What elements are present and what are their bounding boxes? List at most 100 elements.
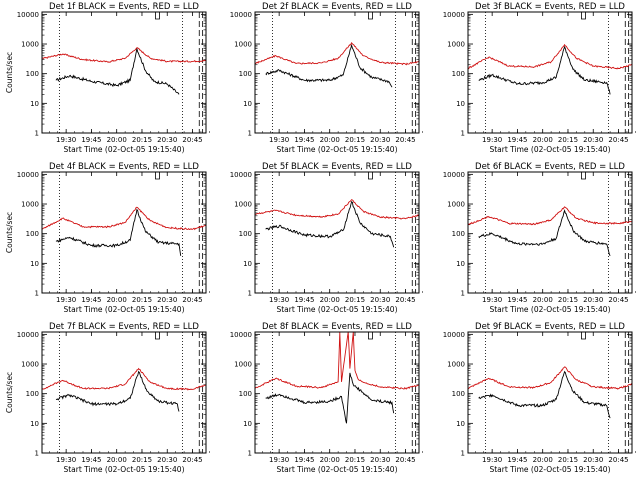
chart-panel: Det 2f BLACK = Events, RED = LLD Start Ti… — [230, 2, 423, 154]
y-tick-label: 100 — [239, 70, 252, 78]
chart-panel: Det 3f BLACK = Events, RED = LLD Start Ti… — [443, 2, 636, 154]
y-tick-label: 1 — [35, 450, 39, 458]
y-tick-label: 100 — [26, 70, 39, 78]
events-series-line — [478, 209, 611, 256]
x-tick-label: 20:30 — [583, 136, 603, 144]
chart-title: Det 4f BLACK = Events, RED = LLD — [49, 162, 199, 172]
y-tick-label: 1 — [461, 290, 465, 298]
x-tick-label: 20:30 — [157, 136, 177, 144]
y-tick-label: 1000 — [234, 361, 252, 369]
events-series-line — [265, 200, 395, 248]
y-tick-label: 10 — [243, 260, 252, 268]
y-tick-label: 10 — [30, 260, 39, 268]
lld-series-line — [255, 41, 420, 66]
x-tick-label: 20:00 — [533, 456, 553, 464]
x-tick-label: 20:00 — [320, 456, 340, 464]
y-tick-label: 100 — [26, 230, 39, 238]
x-tick-label: 20:00 — [107, 136, 127, 144]
x-tick-label: 20:30 — [583, 296, 603, 304]
chart-title: Det 8f BLACK = Events, RED = LLD — [262, 322, 412, 332]
y-tick-label: 100 — [239, 390, 252, 398]
chart-title: Det 7f BLACK = Events, RED = LLD — [49, 322, 199, 332]
x-tick-label: 19:45 — [507, 296, 527, 304]
x-axis-label: Start Time (02-Oct-05 19:15:40) — [489, 305, 610, 314]
y-tick-label: 10000 — [443, 331, 465, 339]
x-tick-label: 19:45 — [507, 456, 527, 464]
plot-frame — [254, 11, 420, 134]
events-series-line — [55, 48, 180, 95]
x-tick-label: 20:15 — [345, 456, 365, 464]
y-axis-label: Counts/sec — [5, 52, 14, 93]
x-axis-label: Start Time (02-Oct-05 19:15:40) — [276, 465, 397, 474]
y-tick-label: 100 — [452, 230, 465, 238]
plot-frame — [467, 171, 633, 294]
plot-frame — [254, 171, 420, 294]
chart-panel: Det 4f BLACK = Events, RED = LLD Counts/s… — [5, 162, 210, 314]
x-tick-label: 20:00 — [533, 296, 553, 304]
y-tick-label: 1 — [461, 130, 465, 138]
x-tick-label: 19:30 — [56, 296, 76, 304]
x-tick-label: 19:45 — [294, 136, 314, 144]
chart-panel: Det 5f BLACK = Events, RED = LLD Start Ti… — [230, 162, 423, 314]
chart-title: Det 2f BLACK = Events, RED = LLD — [262, 2, 412, 12]
x-tick-label: 20:15 — [132, 296, 152, 304]
x-tick-label: 20:45 — [608, 136, 628, 144]
events-series-line — [265, 372, 395, 424]
y-tick-label: 10000 — [17, 331, 39, 339]
lld-series-line — [254, 199, 420, 220]
x-tick-label: 20:45 — [182, 296, 202, 304]
chart-panel: Det 8f BLACK = Events, RED = LLD Start Ti… — [230, 322, 423, 474]
chart-title: Det 9f BLACK = Events, RED = LLD — [475, 322, 625, 332]
x-tick-label: 20:30 — [583, 456, 603, 464]
x-tick-label: 20:00 — [320, 296, 340, 304]
lld-series-line — [41, 206, 206, 231]
x-tick-label: 19:30 — [56, 456, 76, 464]
y-tick-label: 1 — [248, 290, 252, 298]
x-tick-label: 20:45 — [395, 456, 415, 464]
y-axis-label: Counts/sec — [5, 372, 14, 413]
x-tick-label: 20:45 — [395, 296, 415, 304]
y-tick-label: 1 — [35, 130, 39, 138]
y-tick-label: 1 — [461, 450, 465, 458]
chart-panel: Det 7f BLACK = Events, RED = LLD Counts/s… — [5, 322, 210, 474]
x-tick-label: 20:45 — [608, 296, 628, 304]
x-tick-label: 20:00 — [320, 136, 340, 144]
x-tick-label: 20:15 — [558, 296, 578, 304]
x-tick-label: 20:15 — [558, 456, 578, 464]
x-tick-label: 20:30 — [370, 136, 390, 144]
x-tick-label: 19:30 — [269, 136, 289, 144]
y-tick-label: 10 — [30, 100, 39, 108]
x-tick-label: 20:30 — [370, 456, 390, 464]
x-tick-label: 19:30 — [56, 136, 76, 144]
y-tick-label: 1000 — [234, 41, 252, 49]
plot-frame — [41, 331, 207, 454]
events-series-line — [55, 208, 182, 256]
y-tick-label: 1000 — [447, 361, 465, 369]
x-tick-label: 19:30 — [482, 296, 502, 304]
plot-frame — [254, 331, 420, 454]
x-tick-label: 20:15 — [132, 456, 152, 464]
x-axis-label: Start Time (02-Oct-05 19:15:40) — [63, 465, 184, 474]
y-tick-label: 10000 — [17, 11, 39, 19]
x-axis-label: Start Time (02-Oct-05 19:15:40) — [276, 145, 397, 154]
events-series-line — [478, 370, 611, 419]
x-tick-label: 19:45 — [294, 296, 314, 304]
bracket-marker — [368, 172, 373, 180]
events-series-line — [265, 43, 393, 88]
lld-series-line — [467, 206, 633, 226]
y-tick-label: 1000 — [447, 201, 465, 209]
bracket-marker — [368, 332, 373, 340]
y-tick-label: 10000 — [17, 171, 39, 179]
lld-series-line — [467, 366, 633, 390]
x-tick-label: 20:15 — [345, 296, 365, 304]
chart-panel: Det 6f BLACK = Events, RED = LLD Start Ti… — [443, 162, 636, 314]
x-axis-label: Start Time (02-Oct-05 19:15:40) — [276, 305, 397, 314]
x-tick-label: 20:45 — [182, 136, 202, 144]
x-tick-label: 19:45 — [81, 456, 101, 464]
bracket-marker — [155, 172, 160, 180]
y-tick-label: 1 — [35, 290, 39, 298]
events-series-line — [478, 45, 611, 95]
x-tick-label: 19:45 — [507, 136, 527, 144]
x-axis-label: Start Time (02-Oct-05 19:15:40) — [63, 145, 184, 154]
x-tick-label: 20:45 — [182, 456, 202, 464]
